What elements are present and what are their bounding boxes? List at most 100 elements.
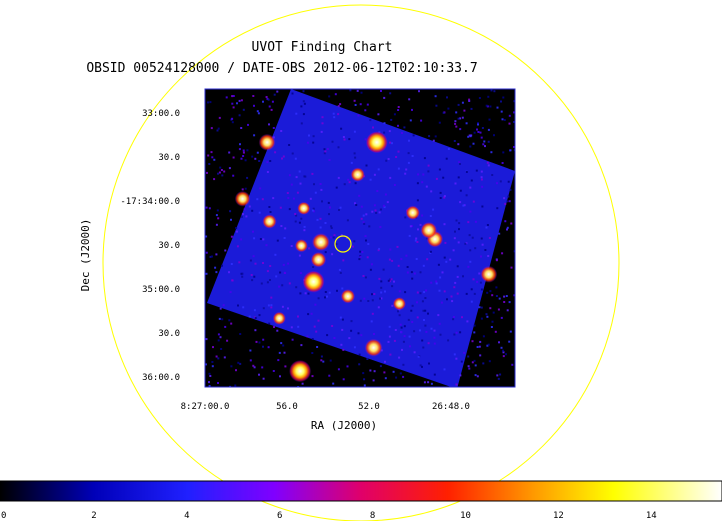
noise-pixel	[374, 209, 377, 212]
noise-pixel	[487, 343, 490, 346]
noise-pixel	[432, 139, 435, 142]
noise-pixel	[389, 176, 392, 179]
noise-pixel	[493, 90, 496, 93]
noise-pixel	[373, 173, 376, 176]
noise-pixel	[496, 182, 498, 185]
noise-pixel	[282, 344, 285, 347]
noise-pixel	[373, 370, 376, 373]
noise-pixel	[313, 183, 315, 186]
noise-pixel	[421, 339, 424, 342]
noise-pixel	[427, 170, 430, 173]
noise-pixel	[407, 318, 410, 321]
noise-pixel	[453, 286, 456, 289]
noise-pixel	[446, 96, 448, 99]
noise-pixel	[376, 190, 379, 192]
noise-pixel	[253, 237, 256, 240]
noise-pixel	[246, 149, 249, 152]
colorbar-tick-label: 14	[646, 511, 657, 521]
noise-pixel	[359, 255, 362, 258]
noise-pixel	[477, 123, 479, 126]
noise-pixel	[458, 161, 461, 164]
noise-pixel	[250, 274, 253, 276]
noise-pixel	[287, 307, 289, 310]
noise-pixel	[324, 296, 326, 299]
noise-pixel	[254, 262, 257, 265]
y-tick-label: 30.0	[158, 241, 180, 251]
noise-pixel	[290, 326, 293, 329]
noise-pixel	[253, 134, 256, 137]
noise-pixel	[479, 131, 482, 134]
noise-pixel	[430, 190, 433, 193]
noise-pixel	[409, 345, 411, 348]
noise-pixel	[403, 126, 406, 129]
noise-pixel	[217, 217, 220, 220]
noise-pixel	[220, 348, 223, 350]
noise-pixel	[411, 277, 414, 280]
noise-pixel	[465, 194, 468, 197]
noise-pixel	[306, 141, 309, 144]
noise-pixel	[257, 112, 260, 115]
noise-pixel	[300, 105, 303, 108]
noise-pixel	[463, 204, 466, 207]
noise-pixel	[353, 152, 356, 155]
noise-pixel	[506, 228, 508, 231]
source-src-17	[392, 297, 406, 311]
noise-pixel	[274, 253, 277, 256]
noise-pixel	[213, 178, 216, 181]
noise-pixel	[388, 335, 391, 338]
noise-pixel	[338, 209, 340, 211]
noise-pixel	[411, 304, 414, 307]
noise-pixel	[422, 173, 425, 176]
noise-pixel	[230, 235, 233, 238]
noise-pixel	[428, 362, 430, 365]
noise-pixel	[365, 164, 368, 167]
noise-pixel	[221, 264, 223, 267]
noise-pixel	[459, 374, 462, 377]
noise-pixel	[340, 234, 343, 237]
noise-pixel	[303, 102, 306, 105]
noise-pixel	[465, 292, 468, 295]
noise-pixel	[273, 326, 275, 328]
noise-pixel	[252, 255, 255, 258]
noise-pixel	[421, 365, 423, 368]
noise-pixel	[496, 106, 499, 109]
noise-pixel	[464, 242, 467, 245]
noise-pixel	[481, 127, 484, 129]
noise-pixel	[423, 291, 426, 294]
noise-pixel	[467, 265, 470, 268]
noise-pixel	[323, 148, 326, 151]
noise-pixel	[311, 375, 314, 378]
noise-pixel	[291, 152, 294, 155]
noise-pixel	[337, 113, 340, 116]
noise-pixel	[303, 225, 306, 228]
noise-pixel	[210, 151, 213, 154]
noise-pixel	[209, 375, 212, 377]
noise-pixel	[258, 341, 261, 344]
noise-pixel	[261, 198, 264, 201]
noise-pixel	[308, 247, 311, 250]
noise-pixel	[236, 102, 238, 105]
noise-pixel	[450, 295, 453, 298]
noise-pixel	[465, 122, 468, 125]
noise-pixel	[228, 151, 231, 154]
noise-pixel	[252, 230, 254, 233]
noise-pixel	[484, 145, 486, 148]
noise-pixel	[417, 173, 420, 176]
noise-pixel	[469, 260, 472, 263]
noise-pixel	[451, 300, 454, 303]
noise-pixel	[342, 259, 345, 262]
noise-pixel	[402, 375, 405, 378]
noise-pixel	[258, 160, 261, 162]
noise-pixel	[267, 304, 270, 307]
noise-pixel	[248, 205, 251, 208]
noise-pixel	[420, 119, 423, 122]
noise-pixel	[238, 148, 241, 151]
noise-pixel	[267, 346, 270, 349]
noise-pixel	[441, 271, 444, 274]
noise-pixel	[304, 292, 307, 295]
noise-pixel	[503, 301, 506, 303]
noise-pixel	[307, 292, 310, 295]
noise-pixel	[276, 329, 279, 332]
noise-pixel	[471, 340, 474, 343]
noise-pixel	[206, 171, 208, 174]
